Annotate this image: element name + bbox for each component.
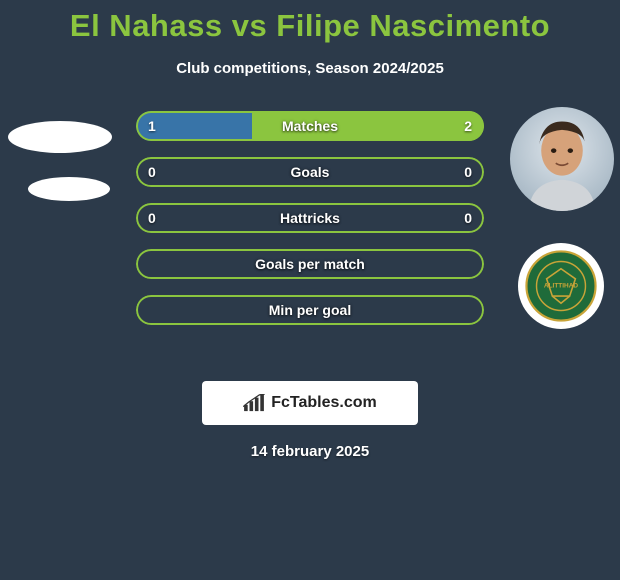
player-left-avatar-placeholder <box>8 121 112 153</box>
comparison-infographic: El Nahass vs Filipe Nascimento Club comp… <box>0 0 620 580</box>
page-title: El Nahass vs Filipe Nascimento <box>0 0 620 44</box>
stat-label: Hattricks <box>136 203 484 233</box>
branding-box: FcTables.com <box>202 381 418 425</box>
stat-row: 12Matches <box>136 111 484 141</box>
branding-text: FcTables.com <box>271 394 377 412</box>
stat-row: Min per goal <box>136 295 484 325</box>
svg-text:ALITTIHAD: ALITTIHAD <box>544 282 578 289</box>
stat-label: Goals <box>136 157 484 187</box>
stat-label: Goals per match <box>136 249 484 279</box>
player-right-avatar-icon <box>510 107 614 211</box>
stat-bars: 12Matches 00Goals 00Hattricks Goals per mat… <box>136 111 484 341</box>
player-left-club-placeholder <box>28 177 110 201</box>
stat-label: Matches <box>136 111 484 141</box>
date-text: 14 february 2025 <box>0 443 620 460</box>
club-badge-icon: ALITTIHAD <box>525 250 597 322</box>
stat-row: 00Hattricks <box>136 203 484 233</box>
player-right-club-badge: ALITTIHAD <box>518 243 604 329</box>
bar-chart-icon <box>243 394 265 412</box>
stat-label: Min per goal <box>136 295 484 325</box>
stat-row: 00Goals <box>136 157 484 187</box>
stat-row: Goals per match <box>136 249 484 279</box>
content-area: ALITTIHAD 12Matches 00Goals 00Hattricks Goa… <box>0 107 620 367</box>
subtitle: Club competitions, Season 2024/2025 <box>0 60 620 77</box>
player-right-avatar <box>510 107 614 211</box>
